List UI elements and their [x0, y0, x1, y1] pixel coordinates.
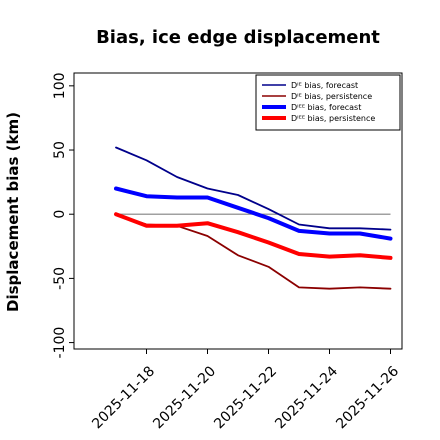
y-tick-label: -100 [52, 327, 68, 359]
y-tick-label: -50 [52, 267, 68, 290]
x-tick-label: 2025-11-20 [150, 363, 219, 432]
series-line-1 [115, 146, 392, 231]
x-tick-label: 2025-11-24 [272, 363, 341, 432]
series-line-3 [114, 186, 393, 241]
legend-label: Dᴵᴱᴱ bias, forecast [291, 103, 361, 112]
y-axis-label: Displacement bias (km) [4, 112, 22, 312]
chart-title: Bias, ice edge displacement [96, 27, 380, 48]
y-tick-label: 0 [52, 210, 68, 219]
series-line-4 [114, 212, 393, 260]
legend-label: Dᴵᴱ bias, persistence [291, 92, 372, 101]
legend-label: Dᴵᴱ bias, forecast [291, 81, 358, 90]
x-tick-label: 2025-11-18 [89, 363, 158, 432]
y-tick-label: 100 [52, 72, 68, 99]
legend: Dᴵᴱ bias, forecast Dᴵᴱ bias, persistence D… [255, 74, 401, 131]
plot-area [73, 72, 403, 350]
x-tick-label: 2025-11-22 [211, 363, 280, 432]
x-tick-label: 2025-11-26 [333, 363, 402, 432]
legend-box [255, 74, 401, 131]
y-tick-label: 50 [52, 141, 68, 159]
legend-label: Dᴵᴱᴱ bias, persistence [291, 114, 375, 123]
